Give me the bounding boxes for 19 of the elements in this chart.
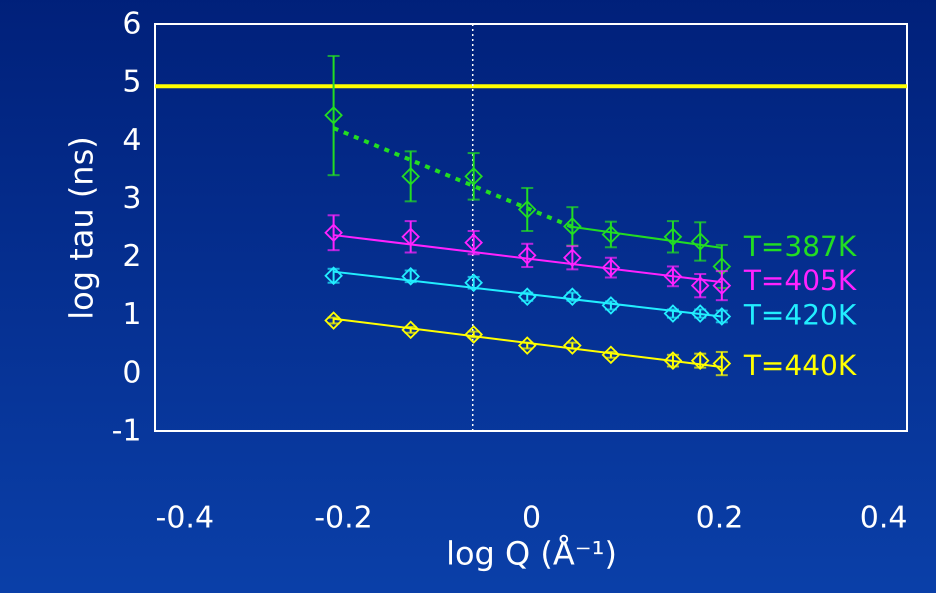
y-tick-label: 3	[122, 180, 142, 216]
y-tick-label: 4	[122, 122, 142, 158]
y-tick-label: 1	[122, 297, 142, 332]
y-tick-label: 0	[122, 355, 142, 390]
x-tick-label: -0.4	[156, 500, 214, 536]
x-tick-label: 0.2	[696, 500, 744, 536]
y-tick-label: 5	[122, 64, 142, 100]
x-tick-label: 0	[522, 500, 542, 536]
y-tick-label: 2	[122, 239, 142, 274]
y-tick-label: -1	[112, 414, 142, 448]
x-tick-label: 0.4	[860, 500, 908, 536]
x-tick-label: -0.2	[314, 500, 373, 536]
series-label: T=387K	[742, 230, 857, 263]
y-tick-label: 6	[122, 6, 142, 42]
x-axis-title: log Q (Å⁻¹)	[446, 534, 617, 572]
series-label: T=420K	[742, 298, 857, 332]
series-label: T=405K	[742, 264, 857, 298]
y-axis-title: log tau (ns)	[62, 136, 101, 320]
series-label: T=440K	[742, 349, 857, 382]
